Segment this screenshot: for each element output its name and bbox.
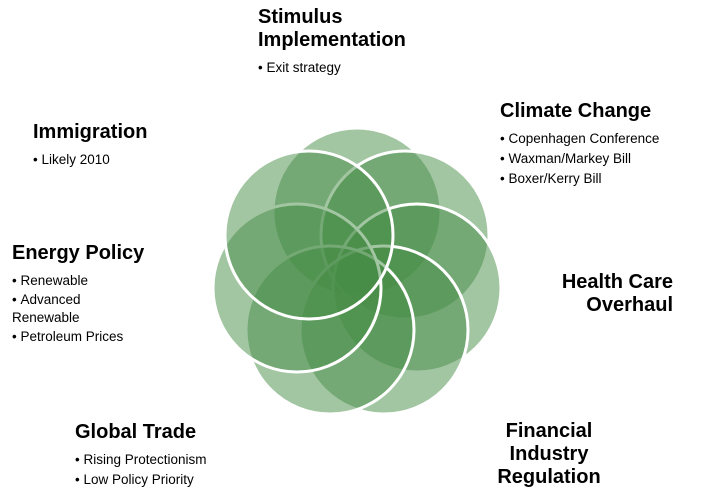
topic: Global Trade Rising Protectionism Low Po… (75, 421, 207, 490)
bullet: Waxman/Markey Bill (500, 149, 659, 169)
bullet: Petroleum Prices (12, 327, 144, 347)
bullet: Advanced Renewable (12, 291, 102, 327)
topic: Energy Policy Renewable Advanced Renewab… (12, 242, 144, 347)
bullet: Copenhagen Conference (500, 129, 659, 149)
topic: Immigration Likely 2010 (33, 121, 147, 170)
topic-title: Immigration (33, 121, 148, 143)
bullet: Boxer/Kerry Bill (500, 169, 659, 189)
bullet: Rising Protectionism (75, 450, 206, 470)
topic-title: Health Care Overhaul (561, 271, 673, 316)
topic-title: Financial Industry Regulation (497, 420, 601, 488)
bullet: Low Policy Priority (75, 470, 207, 490)
topic: Climate Change Copenhagen Conference Wax… (500, 100, 659, 189)
petal (223, 149, 395, 321)
bullet: Renewable (12, 271, 144, 291)
bullet: Exit strategy (258, 58, 463, 78)
topic-title: Stimulus Implementation (258, 6, 406, 51)
topic-title: Climate Change (500, 100, 652, 122)
topic-title: Global Trade (75, 421, 197, 443)
bullet: Likely 2010 (33, 150, 147, 170)
topic: Stimulus Implementation Exit strategy (258, 6, 463, 78)
topic-title: Energy Policy (12, 242, 145, 264)
